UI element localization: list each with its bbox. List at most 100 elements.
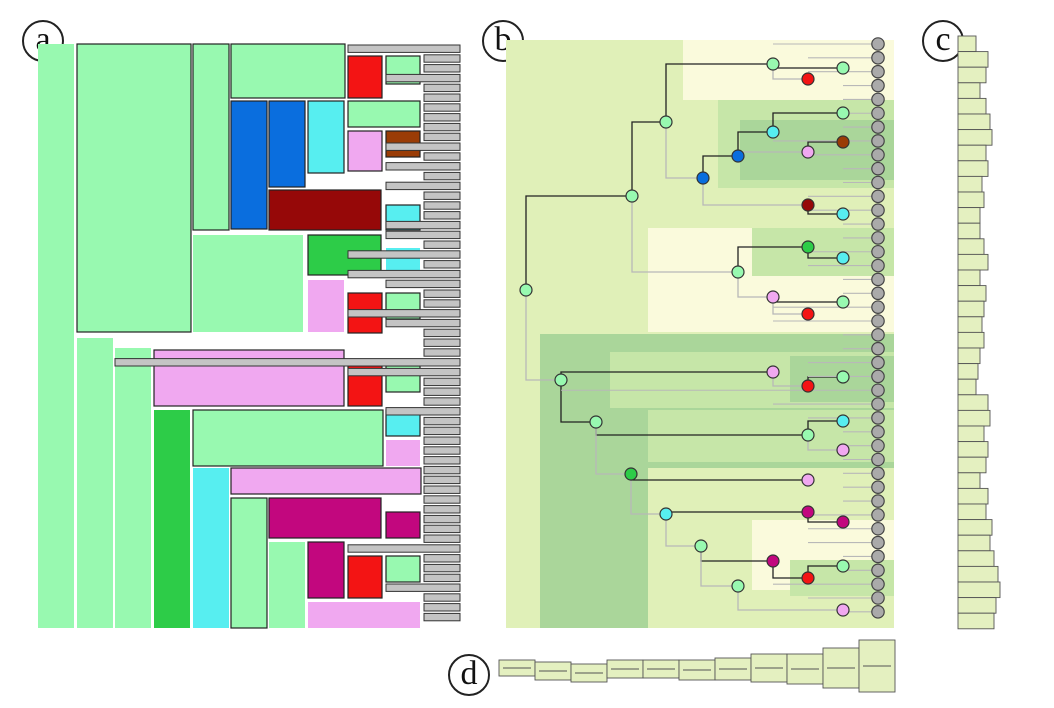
leaf-node	[871, 494, 885, 508]
tree-link	[525, 195, 632, 290]
leaf-bar	[423, 152, 461, 161]
leaf-node	[871, 175, 885, 190]
cluster-band	[740, 120, 894, 180]
internal-node	[801, 505, 815, 519]
internal-node	[801, 72, 815, 86]
profile-bar	[957, 612, 995, 630]
leaf-bar	[423, 103, 461, 112]
internal-node	[801, 145, 815, 159]
node	[77, 338, 113, 628]
leaf-bar	[423, 505, 461, 514]
tree-link	[631, 121, 666, 196]
leaf-node	[871, 466, 885, 481]
leaf-node	[871, 272, 885, 287]
leaf-node	[871, 383, 885, 398]
tree-link	[665, 63, 773, 122]
node	[154, 410, 190, 628]
leaf-node	[871, 189, 885, 204]
leaf-bar	[423, 289, 461, 298]
leaf-bar	[423, 573, 461, 583]
leaf-bar	[385, 142, 461, 151]
internal-node	[766, 290, 780, 304]
internal-node	[836, 61, 850, 75]
leaf-bar	[347, 309, 461, 318]
tree-link	[737, 586, 843, 611]
cluster-band	[648, 410, 894, 462]
panel-label-c: c	[922, 20, 964, 62]
leaf-bar	[423, 534, 461, 543]
leaf-bar	[385, 318, 461, 328]
node	[193, 235, 303, 332]
tree-link	[560, 380, 596, 423]
leaf-node	[871, 231, 885, 245]
internal-node	[836, 135, 850, 149]
leaf-bar	[347, 544, 461, 553]
leaf-bar	[385, 73, 461, 83]
internal-node	[801, 198, 815, 212]
leaf-bar	[423, 524, 461, 534]
tree-link	[631, 196, 738, 273]
internal-node	[731, 149, 745, 163]
leaf-bar	[385, 407, 461, 416]
leaf-node	[871, 355, 885, 370]
node	[347, 55, 383, 99]
leaf-bar	[423, 54, 461, 63]
leaf-bar	[385, 279, 461, 289]
node	[268, 100, 306, 188]
leaf-bar	[114, 358, 461, 367]
internal-node	[836, 559, 850, 573]
internal-node	[801, 379, 815, 393]
leaf-bar	[423, 495, 461, 504]
internal-node	[801, 428, 815, 442]
node	[268, 497, 382, 539]
leaf-bar	[423, 563, 461, 573]
internal-node	[836, 603, 850, 617]
node	[76, 43, 192, 333]
tree-link	[665, 122, 703, 179]
tree-link	[737, 272, 773, 298]
leaf-bar	[423, 211, 461, 220]
leaf-bar	[423, 93, 461, 102]
leaf-bar	[423, 485, 461, 494]
internal-node	[836, 443, 850, 457]
node	[307, 541, 345, 599]
leaf-node	[871, 341, 885, 356]
internal-node	[836, 251, 850, 265]
node	[192, 409, 384, 467]
internal-node	[836, 207, 850, 221]
tree-link	[700, 546, 738, 587]
leaf-node	[871, 106, 885, 121]
leaf-node	[871, 148, 885, 162]
node	[347, 555, 383, 599]
leaf-bar	[347, 269, 461, 279]
leaf-bar	[423, 456, 461, 465]
leaf-bar	[347, 367, 461, 377]
tree-link	[702, 178, 808, 206]
leaf-node	[871, 244, 885, 259]
leaf-bar	[423, 377, 461, 387]
node	[269, 542, 305, 628]
leaf-bar	[347, 44, 461, 53]
leaf-bar	[423, 260, 461, 269]
leaf-node	[871, 508, 885, 522]
internal-node	[836, 515, 850, 529]
node	[386, 440, 420, 466]
node	[230, 100, 268, 230]
leaf-bar	[423, 475, 461, 485]
node	[308, 602, 420, 628]
internal-node	[731, 579, 745, 593]
leaf-node	[871, 37, 885, 51]
leaf-node	[871, 605, 885, 619]
internal-node	[589, 415, 603, 429]
leaf-node	[871, 300, 885, 314]
panel-label-d: d	[448, 654, 490, 696]
leaf-bar	[423, 64, 461, 73]
leaf-bar	[385, 583, 461, 592]
node	[230, 43, 346, 99]
root-node	[38, 44, 74, 628]
internal-node	[766, 125, 780, 139]
internal-node	[766, 57, 780, 71]
leaf-bar	[423, 113, 461, 122]
